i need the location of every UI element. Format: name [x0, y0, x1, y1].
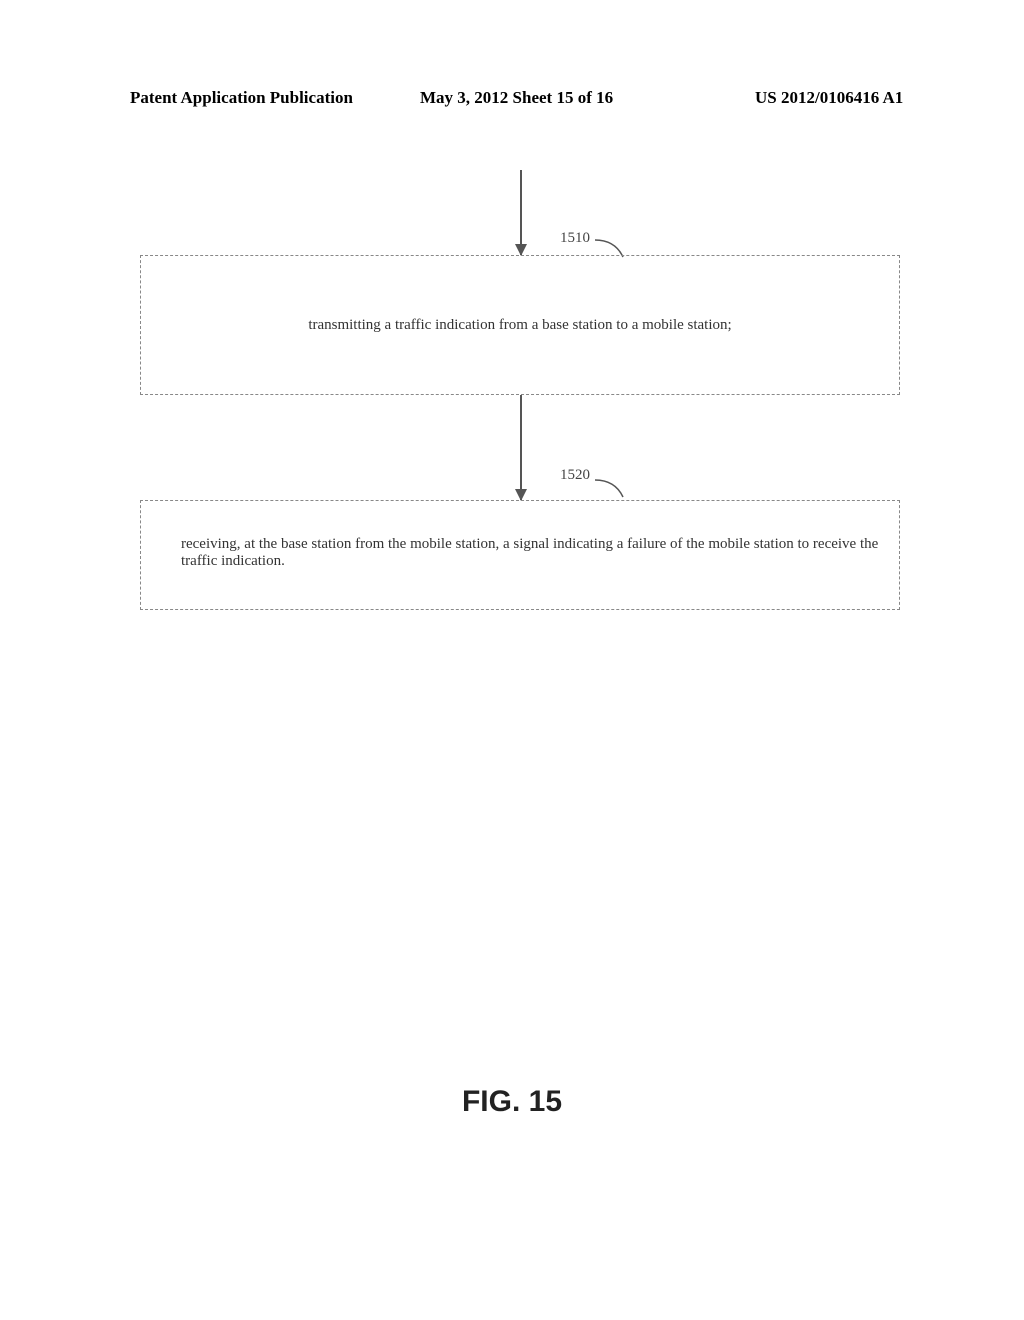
page: Patent Application Publication May 3, 20… — [0, 0, 1024, 1320]
leader-line-1520 — [595, 475, 630, 500]
flow-node-1520-text: receiving, at the base station from the … — [181, 536, 878, 569]
flow-node-1520: receiving, at the base station from the … — [140, 500, 900, 610]
arrow-entry — [520, 170, 522, 255]
header-patent-number: US 2012/0106416 A1 — [755, 88, 903, 108]
header-date-sheet: May 3, 2012 Sheet 15 of 16 — [420, 88, 613, 108]
arrow-1510-to-1520 — [520, 395, 522, 500]
header-publication: Patent Application Publication — [130, 88, 353, 108]
node-label-1510: 1510 — [560, 230, 590, 247]
node-label-1520: 1520 — [560, 467, 590, 484]
flow-node-1510: transmitting a traffic indication from a… — [140, 255, 900, 395]
flow-node-1510-text: transmitting a traffic indication from a… — [308, 317, 731, 334]
figure-caption: FIG. 15 — [0, 1085, 1024, 1119]
